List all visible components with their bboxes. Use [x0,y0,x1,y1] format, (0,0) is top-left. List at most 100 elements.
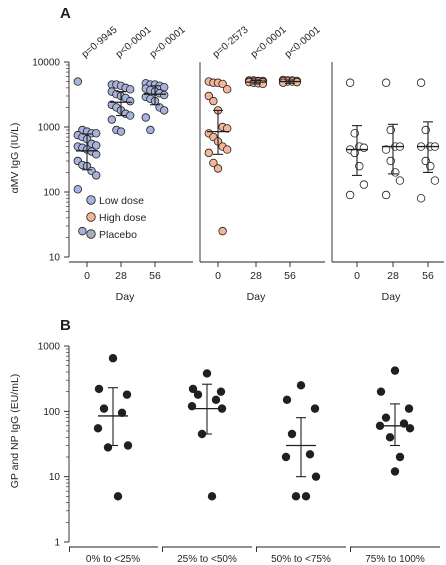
panel-a-ylabel: αMV IgG (IU/L) [9,123,21,194]
panel-b-cat-2-point [202,369,212,378]
panel-a-low-dose-x-tick-label: 0 [84,270,90,282]
panel-b-y-tick-label: 100 [43,407,60,418]
panel-a-label: A [60,5,71,22]
panel-b-cat-3-point [311,472,321,481]
panel-a-xlabel-2: Day [247,291,266,303]
panel-a-high-dose-day-0-point [222,124,232,133]
panel-a-y-tick-label: 1000 [38,123,61,134]
panel-a-placebo-day-56-point [430,176,440,185]
panel-a-low-dose-x-tick-label: 28 [115,270,127,282]
panel-b-cat-1-point [117,408,127,417]
panel-a-high-dose-day-0-point [218,79,227,89]
legend-label-high-dose: High dose [99,212,146,224]
panel-b-cat-2-point [216,387,226,396]
panel-b-cat-3-x-tick-label: 50% to <75% [271,554,331,565]
panel-a-low-dose-day-28-point [116,127,126,136]
panel-a-placebo-day-28-point [395,176,405,185]
panel-b-cat-4-x-tick-label: 75% to 100% [365,554,425,565]
panel-b-cat-4-point [390,467,400,476]
panel-a-high-dose-day-56-point [278,78,288,87]
panel-b-cat-3-point [301,492,311,501]
panel-b-cat-3-point [305,450,315,459]
panel-a-low-dose-day-0-point [78,226,87,236]
panel-b-plot: 1 10 100 1000 0% to <25% 25% to <50% 50% to <7… [38,342,440,565]
panel-a-high-dose-day-0-point [213,164,223,173]
panel-b-cat-1-point [108,354,118,363]
panel-b-cat-1-point [113,492,123,501]
panel-b-cat-3-point [296,381,306,390]
panel-a-high-dose-day-0-point [222,145,232,154]
panel-a-y-tick-label: 10 [49,253,61,264]
panel-b-cat-2-point [211,395,221,405]
panel-a-low-dose-pvalue: p<0·0001 [114,24,154,60]
panel-a-low-dose-day-28-point [125,85,135,94]
panel-a-low-dose-day-0-point [91,129,101,138]
panel-a-high-dose-pvalue: p<0·0001 [249,24,289,60]
panel-a-high-dose-pvalue: p=0·2573 [211,24,251,60]
panel-a-high-dose-x-tick-label: 0 [215,270,221,282]
panel-a-low-dose-day-0-point [91,171,101,180]
panel-b-cat-3-point [310,404,320,413]
panel-a-low-dose-day-28-point [125,96,135,106]
panel-a-low-dose-day-56-point [141,113,150,122]
panel-a-high-dose-x-tick-label: 28 [250,270,262,282]
panel-b-cat-4-point [381,413,391,422]
panel-b-cat-4-point [385,433,395,442]
panel-a-xlabel-1: Day [116,291,135,303]
panel-b-cat-2-point [207,492,217,501]
panel-b-cat-4-point [390,366,400,375]
panel-a-placebo-day-56-point [416,194,426,203]
legend-label-placebo: Placebo [99,229,137,241]
panel-b-cat-3-point [282,395,292,405]
panel-b-y-tick-label: 10 [49,472,61,483]
panel-a-high-dose-day-0-point [204,148,213,158]
panel-a-placebo-day-0-point [345,190,355,200]
panel-a-placebo-day-0-point [345,78,355,87]
panel-b-cat-2-point [188,384,198,394]
panel-b-cat-4-point [404,404,414,413]
panel-a-placebo-day-28-point [381,78,391,87]
legend: Low dose High dose Placebo [86,195,146,241]
legend-label-low-dose: Low dose [99,195,144,207]
panel-a-placebo-day-0-point [359,143,369,152]
panel-b-ylabel: GP and NP IgG (EU/mL) [9,374,21,489]
panel-a-placebo-x-tick-label: 56 [422,270,434,282]
panel-a-xlabel-3: Day [382,291,401,303]
panel-a-low-dose-day-0-point [73,185,82,194]
panel-a-low-dose-day-0-point [91,141,101,150]
panel-b-cat-4-point [376,387,386,396]
panel-b-cat-2-x-tick-label: 25% to <50% [177,554,237,565]
panel-b-y-tick-label: 1 [54,538,60,549]
panel-b-cat-1-point [93,424,103,433]
panel-a-placebo-x-tick-label: 28 [387,270,399,282]
panel-a-placebo-x-tick-label: 0 [354,270,360,282]
panel-b-cat-4-point [395,452,405,462]
panel-b-label: B [60,317,71,334]
panel-a-low-dose-day-0-point [91,150,101,159]
panel-b-cat-3-point [281,452,291,462]
panel-a-low-dose-day-0-point [73,77,82,86]
panel-b-cat-1-point [99,404,109,413]
panel-b-cat-2-point [193,390,203,399]
panel-a-low-dose-day-56-point [146,125,155,135]
panel-a-placebo-day-28-point [381,190,391,200]
legend-swatch-high-dose [86,212,96,222]
panel-a-y-tick-label: 10000 [32,58,60,69]
panel-b-cat-1-point [94,384,104,394]
panel-b-cat-3-point [287,429,297,439]
panel-a-high-dose-day-0-point [204,91,213,101]
panel-a-low-dose-pvalue: p<0·0001 [148,24,188,60]
panel-a-placebo-day-56-point [416,78,426,87]
panel-a-plot: 10 100 1000 10000 0 p=0·9945 28 p<0·0001 56 p<0·0… [32,24,444,282]
panel-a-low-dose-x-tick-label: 56 [149,270,161,282]
panel-b-cat-3-point [291,492,301,501]
panel-a-high-dose-day-0-point [209,96,218,106]
panel-a-low-dose-day-56-point [159,106,169,115]
panel-a-y-tick-label: 100 [43,188,60,199]
panel-b-cat-1-point [122,390,132,399]
panel-a-low-dose-pvalue: p=0·9945 [80,24,120,60]
panel-a-high-dose-day-0-point [222,85,232,94]
legend-swatch-low-dose [86,195,96,205]
panel-a-low-dose-day-28-point [125,111,135,120]
